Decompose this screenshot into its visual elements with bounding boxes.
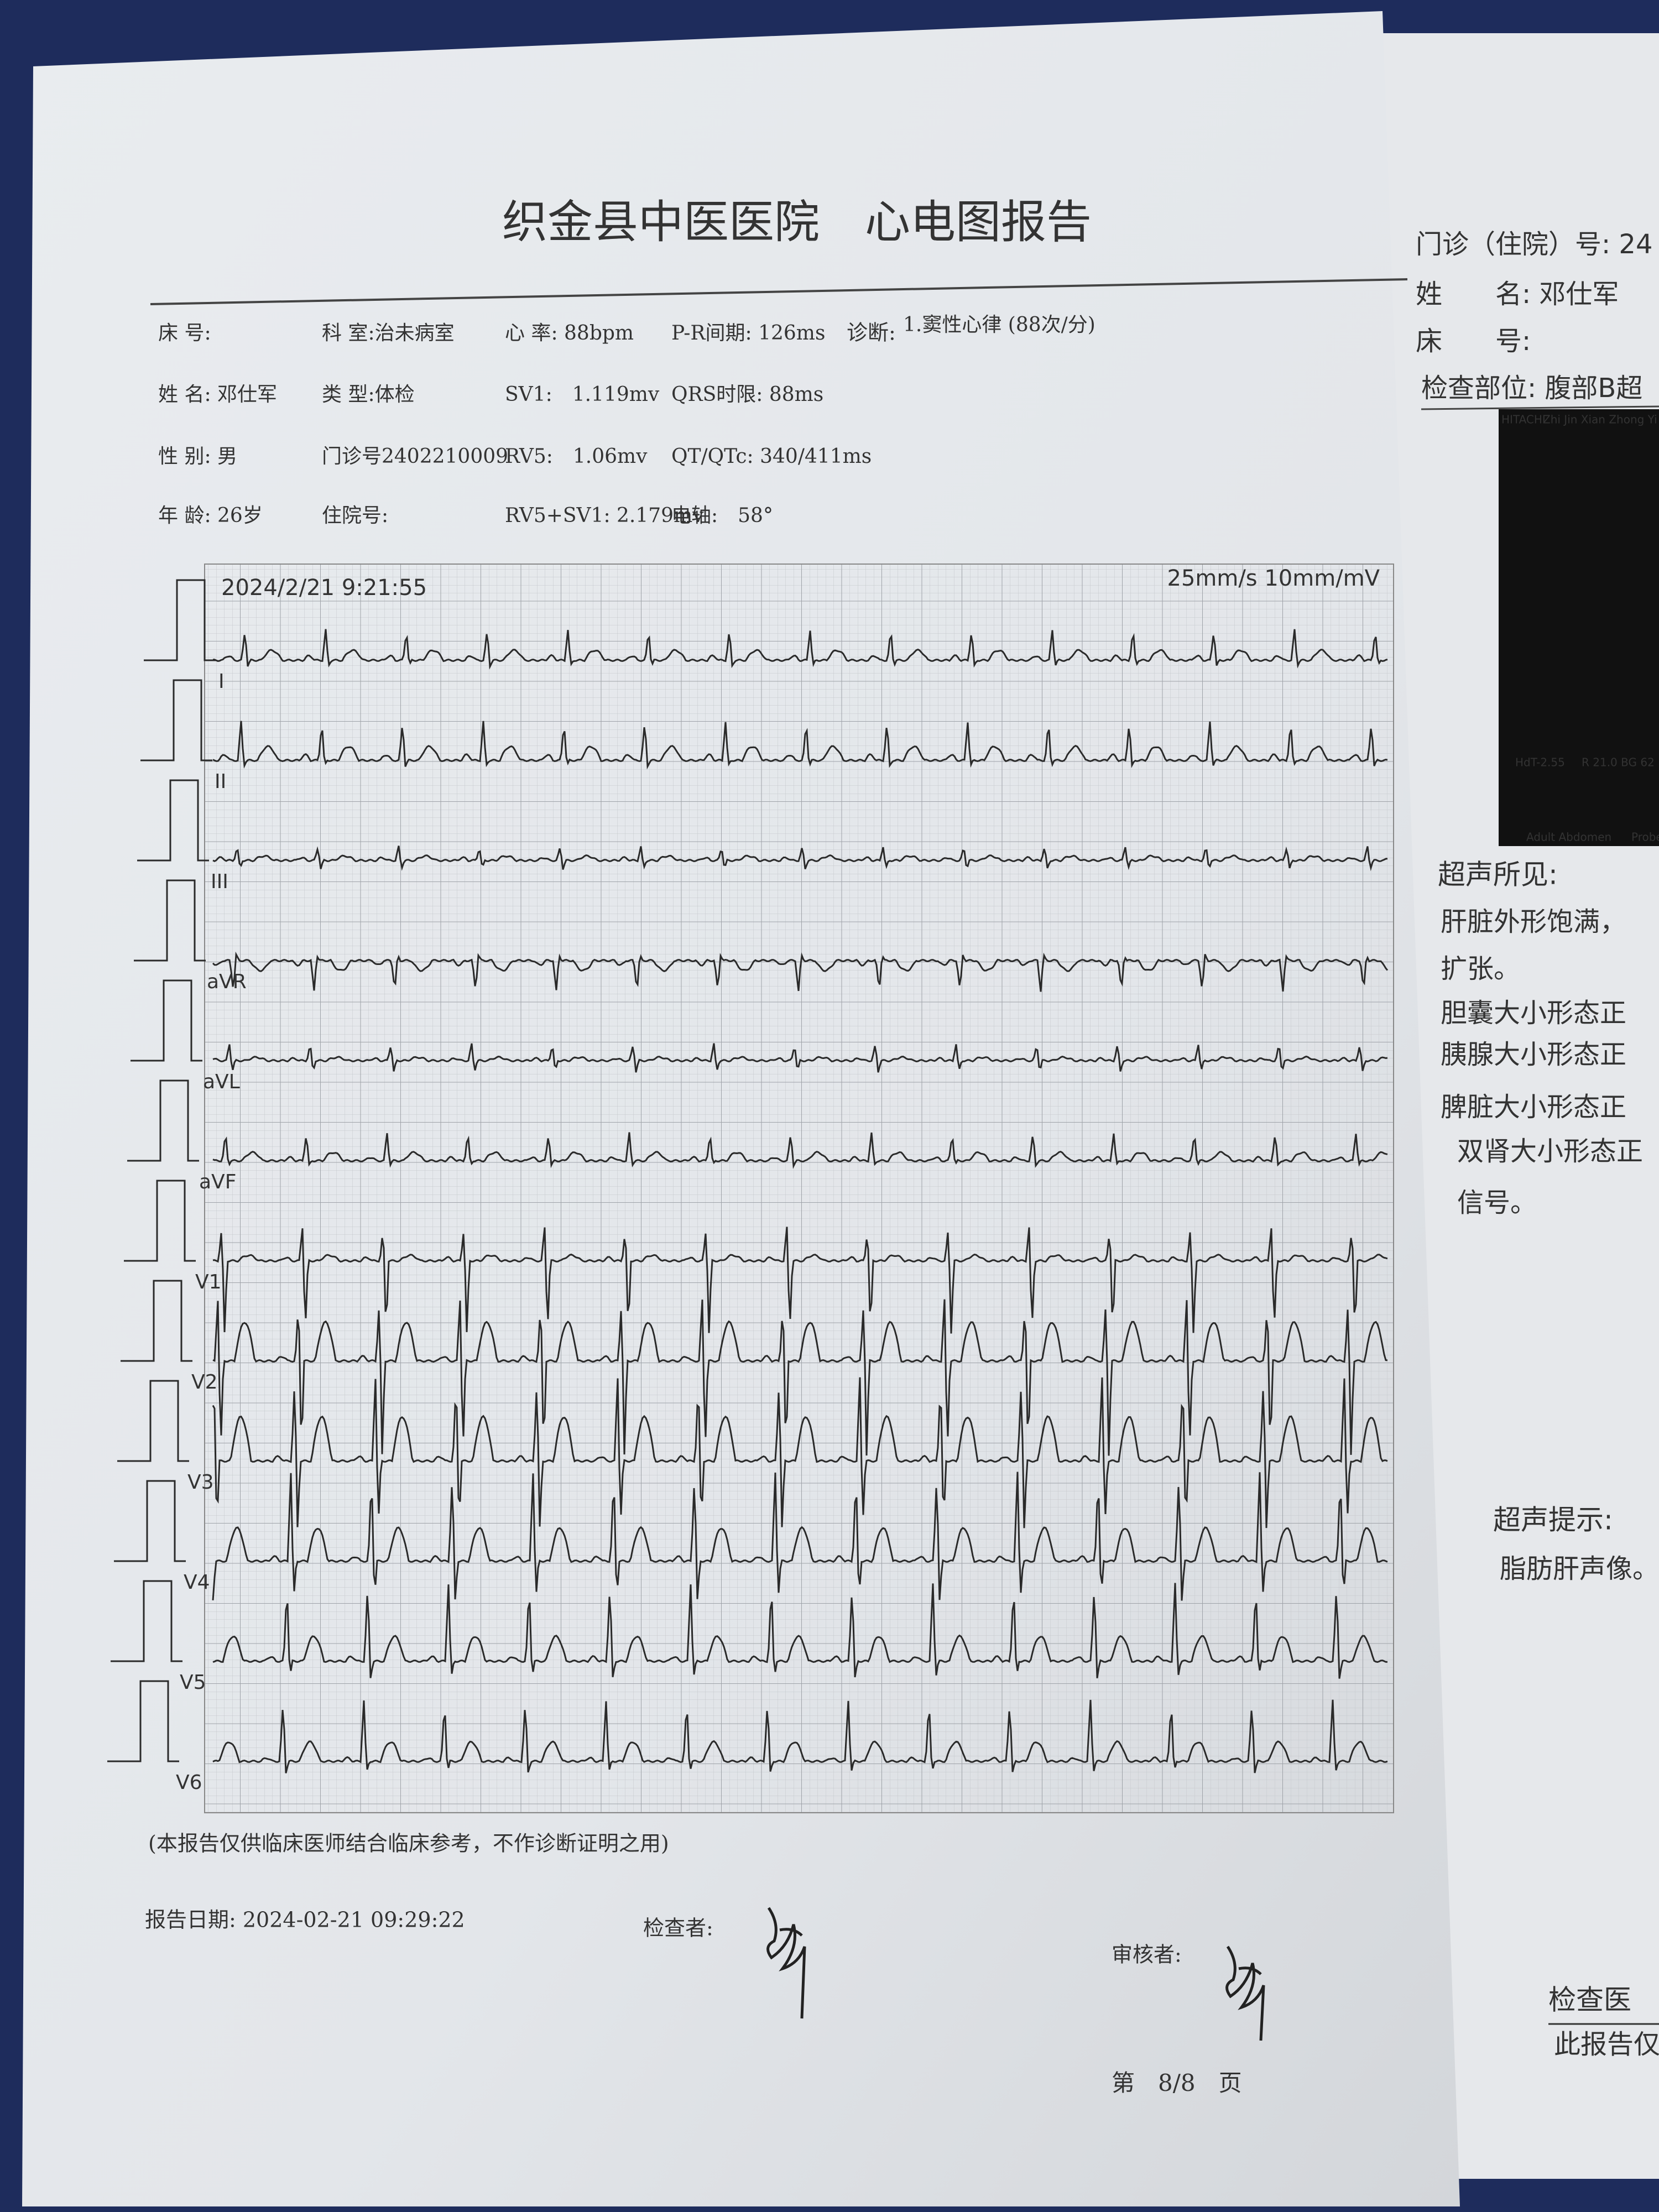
finding: 双肾大小形态正 bbox=[1457, 1136, 1643, 1167]
note: 此报告仅 bbox=[1554, 2029, 1659, 2060]
ecg-settings: 25mm/s 10mm/mV bbox=[1167, 566, 1380, 591]
info-field: P-R间期: 126ms bbox=[671, 322, 825, 345]
image-text: HITACHI bbox=[1501, 413, 1546, 426]
ecg-trace bbox=[212, 1227, 1388, 1334]
info-field: 床 号: bbox=[158, 322, 211, 345]
conclusion-title: 超声提示: bbox=[1493, 1504, 1613, 1536]
finding: 胆囊大小形态正 bbox=[1441, 998, 1626, 1029]
calibration-pulse bbox=[131, 979, 202, 1062]
disclaimer: (本报告仅供临床医师结合临床参考，不作诊断证明之用) bbox=[148, 1832, 669, 1856]
calibration-pulse bbox=[134, 879, 206, 962]
calibration-pulse bbox=[144, 579, 216, 661]
ecg-trace bbox=[212, 1583, 1387, 1679]
lead-label: I bbox=[218, 670, 225, 693]
findings-title: 超声所见: bbox=[1438, 859, 1558, 891]
signature bbox=[766, 1907, 806, 2019]
reviewer: 审核者: bbox=[1112, 1943, 1182, 1967]
conclusion: 脂肪肝声像。 bbox=[1500, 1553, 1659, 1584]
info-field: RV5: 1.06mv bbox=[505, 445, 648, 468]
lead-label: aVL bbox=[203, 1071, 240, 1093]
side-id: 门诊（住院）号: 24 bbox=[1416, 229, 1653, 260]
calibration-pulse bbox=[117, 1380, 189, 1462]
page-number: 第 8/8 页 bbox=[1112, 2069, 1242, 2096]
info-field: 门诊号2402210009 bbox=[322, 445, 508, 468]
calibration-pulse bbox=[127, 1079, 199, 1162]
lead-label: V5 bbox=[180, 1671, 206, 1694]
diagnosis-label: 诊断: bbox=[847, 321, 896, 345]
image-text: Probe bbox=[1631, 831, 1659, 844]
info-field: 科 室:治未病室 bbox=[322, 322, 455, 345]
ecg-trace bbox=[212, 1377, 1388, 1528]
ecg-traces bbox=[107, 579, 1389, 1773]
ecg-trace bbox=[212, 721, 1388, 770]
examiner: 检查者: bbox=[643, 1916, 713, 1940]
lead-label: II bbox=[215, 770, 226, 793]
info-field: 姓 名: 邓仕军 bbox=[158, 383, 277, 406]
side-rule bbox=[1421, 405, 1659, 410]
info-field: 电轴: 58° bbox=[671, 504, 773, 527]
calibration-pulse bbox=[107, 1680, 179, 1762]
doctor: 检查医 bbox=[1548, 1984, 1631, 2016]
calibration-pulse bbox=[140, 679, 212, 761]
image-text: HdT-2.55 bbox=[1515, 756, 1565, 769]
side-name: 姓 名: 邓仕军 bbox=[1416, 279, 1619, 310]
ecg-grid bbox=[204, 564, 1394, 1813]
info-field: QT/QTc: 340/411ms bbox=[671, 445, 872, 468]
finding: 信号。 bbox=[1457, 1187, 1537, 1218]
ecg-trace bbox=[212, 1699, 1388, 1773]
calibration-pulse bbox=[124, 1180, 196, 1262]
ecg-trace bbox=[212, 1043, 1388, 1073]
image-text: R 21.0 BG 62 bbox=[1582, 756, 1655, 769]
ecg-timestamp: 2024/2/21 9:21:55 bbox=[221, 575, 427, 601]
signature bbox=[1225, 1945, 1265, 2041]
info-field: SV1: 1.119mv bbox=[505, 383, 660, 406]
lead-label: aVF bbox=[199, 1171, 236, 1193]
info-field: 类 型:体检 bbox=[322, 383, 415, 406]
ecg-trace bbox=[212, 629, 1388, 670]
finding: 扩张。 bbox=[1441, 953, 1520, 984]
finding: 脾脏大小形态正 bbox=[1441, 1092, 1626, 1123]
lead-label: V6 bbox=[176, 1771, 202, 1794]
ecg-trace bbox=[212, 846, 1388, 872]
lead-label: V1 bbox=[195, 1271, 222, 1293]
lead-label: V2 bbox=[191, 1371, 218, 1394]
ecg-trace bbox=[212, 1132, 1388, 1169]
info-field: 性 别: 男 bbox=[158, 445, 237, 468]
info-field: 年 龄: 26岁 bbox=[158, 504, 263, 527]
finding: 胰腺大小形态正 bbox=[1441, 1039, 1626, 1070]
ultrasound-image bbox=[1499, 409, 1659, 846]
ecg-trace bbox=[212, 1472, 1388, 1601]
lead-label: V4 bbox=[184, 1571, 210, 1594]
calibration-pulse bbox=[114, 1480, 186, 1562]
info-field: QRS时限: 88ms bbox=[671, 383, 823, 406]
report-date: 报告日期: 2024-02-21 09:29:22 bbox=[145, 1908, 465, 1932]
info-field: 住院号: bbox=[322, 504, 388, 527]
title: 织金县中医医院 心电图报告 bbox=[502, 196, 1092, 249]
calibration-pulse bbox=[121, 1280, 192, 1362]
finding: 肝脏外形饱满， bbox=[1441, 906, 1626, 937]
image-text: Zhi Jin Xian Zhong Yi Yuan bbox=[1543, 413, 1659, 426]
lead-label: aVR bbox=[207, 971, 247, 993]
info-field: 心 率: 88bpm bbox=[505, 322, 634, 345]
header-rule bbox=[150, 278, 1408, 305]
calibration-pulse bbox=[111, 1580, 182, 1662]
ecg-trace bbox=[212, 1299, 1388, 1456]
info-field: RV5+SV1: 2.179mv bbox=[505, 504, 704, 527]
side-exam: 检查部位: 腹部B超 bbox=[1421, 373, 1642, 404]
ecg-trace bbox=[212, 951, 1389, 992]
calibration-pulse bbox=[137, 779, 209, 862]
lead-label: V3 bbox=[187, 1471, 214, 1494]
image-text: Adult Abdomen bbox=[1526, 831, 1611, 844]
side-bed: 床 号: bbox=[1416, 326, 1531, 357]
diagnosis: 1.窦性心律 (88次/分) bbox=[903, 314, 1095, 336]
lead-label: III bbox=[211, 870, 228, 893]
